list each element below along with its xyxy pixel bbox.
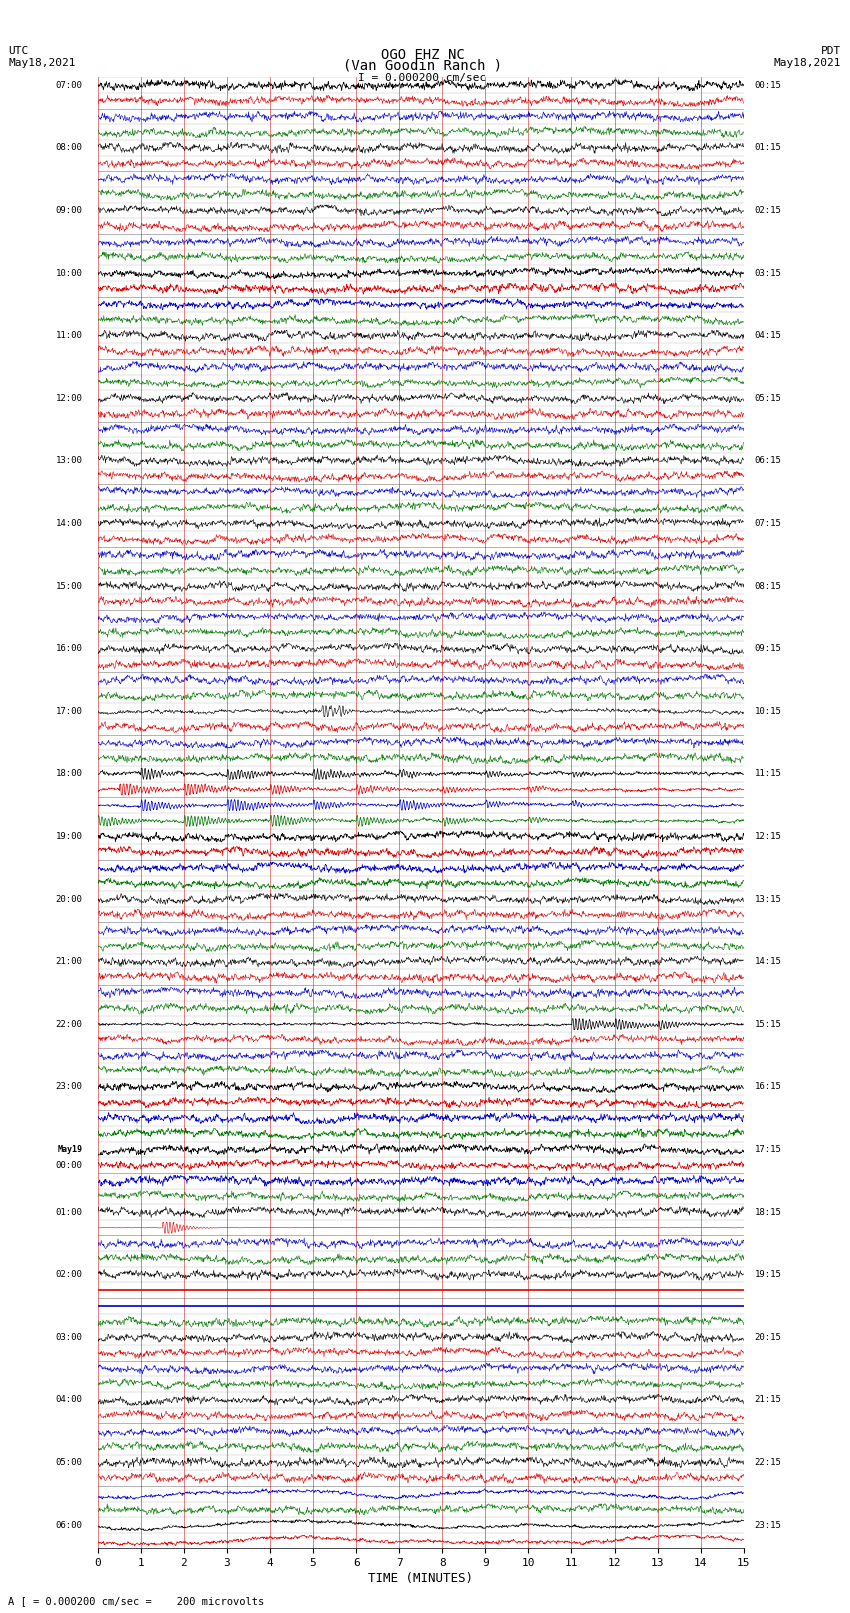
Text: PDT: PDT: [821, 47, 842, 56]
Text: I = 0.000200 cm/sec: I = 0.000200 cm/sec: [359, 73, 486, 84]
Text: 10:15: 10:15: [755, 706, 781, 716]
Text: OGO EHZ NC: OGO EHZ NC: [381, 48, 464, 63]
Text: 21:00: 21:00: [56, 957, 82, 966]
Text: 14:15: 14:15: [755, 957, 781, 966]
Text: UTC: UTC: [8, 47, 29, 56]
Text: 04:15: 04:15: [755, 331, 781, 340]
Text: 18:15: 18:15: [755, 1208, 781, 1216]
Text: 00:00: 00:00: [56, 1161, 82, 1169]
Text: 05:15: 05:15: [755, 394, 781, 403]
Text: 22:15: 22:15: [755, 1458, 781, 1466]
Text: A [ = 0.000200 cm/sec =    200 microvolts: A [ = 0.000200 cm/sec = 200 microvolts: [8, 1597, 264, 1607]
Text: 20:00: 20:00: [56, 895, 82, 903]
Text: (Van Goodin Ranch ): (Van Goodin Ranch ): [343, 58, 502, 73]
Text: 07:00: 07:00: [56, 81, 82, 90]
Text: 08:00: 08:00: [56, 144, 82, 152]
Text: May19: May19: [58, 1145, 82, 1153]
Text: 05:00: 05:00: [56, 1458, 82, 1466]
Text: 12:00: 12:00: [56, 394, 82, 403]
Text: 08:15: 08:15: [755, 582, 781, 590]
Text: 16:15: 16:15: [755, 1082, 781, 1092]
Text: 13:15: 13:15: [755, 895, 781, 903]
Text: 11:15: 11:15: [755, 769, 781, 779]
Text: 22:00: 22:00: [56, 1019, 82, 1029]
Text: 14:00: 14:00: [56, 519, 82, 527]
Text: May18,2021: May18,2021: [774, 58, 842, 68]
Text: 07:15: 07:15: [755, 519, 781, 527]
Text: 23:15: 23:15: [755, 1521, 781, 1529]
Text: 10:00: 10:00: [56, 268, 82, 277]
Text: 15:15: 15:15: [755, 1019, 781, 1029]
Text: 00:15: 00:15: [755, 81, 781, 90]
Text: May18,2021: May18,2021: [8, 58, 76, 68]
Text: 06:15: 06:15: [755, 456, 781, 465]
Text: 11:00: 11:00: [56, 331, 82, 340]
Text: 17:15: 17:15: [755, 1145, 781, 1153]
Text: 03:00: 03:00: [56, 1332, 82, 1342]
Text: 15:00: 15:00: [56, 582, 82, 590]
Text: 06:00: 06:00: [56, 1521, 82, 1529]
Text: 09:00: 09:00: [56, 206, 82, 215]
Text: 03:15: 03:15: [755, 268, 781, 277]
Text: 16:00: 16:00: [56, 644, 82, 653]
Text: 19:15: 19:15: [755, 1269, 781, 1279]
Text: 19:00: 19:00: [56, 832, 82, 840]
Text: 02:15: 02:15: [755, 206, 781, 215]
Text: 18:00: 18:00: [56, 769, 82, 779]
Text: 17:00: 17:00: [56, 706, 82, 716]
Text: 20:15: 20:15: [755, 1332, 781, 1342]
Text: 01:15: 01:15: [755, 144, 781, 152]
Text: 09:15: 09:15: [755, 644, 781, 653]
Text: 04:00: 04:00: [56, 1395, 82, 1405]
Text: 23:00: 23:00: [56, 1082, 82, 1092]
Text: 21:15: 21:15: [755, 1395, 781, 1405]
Text: 02:00: 02:00: [56, 1269, 82, 1279]
Text: 01:00: 01:00: [56, 1208, 82, 1216]
Text: 12:15: 12:15: [755, 832, 781, 840]
Text: 13:00: 13:00: [56, 456, 82, 465]
X-axis label: TIME (MINUTES): TIME (MINUTES): [368, 1573, 473, 1586]
